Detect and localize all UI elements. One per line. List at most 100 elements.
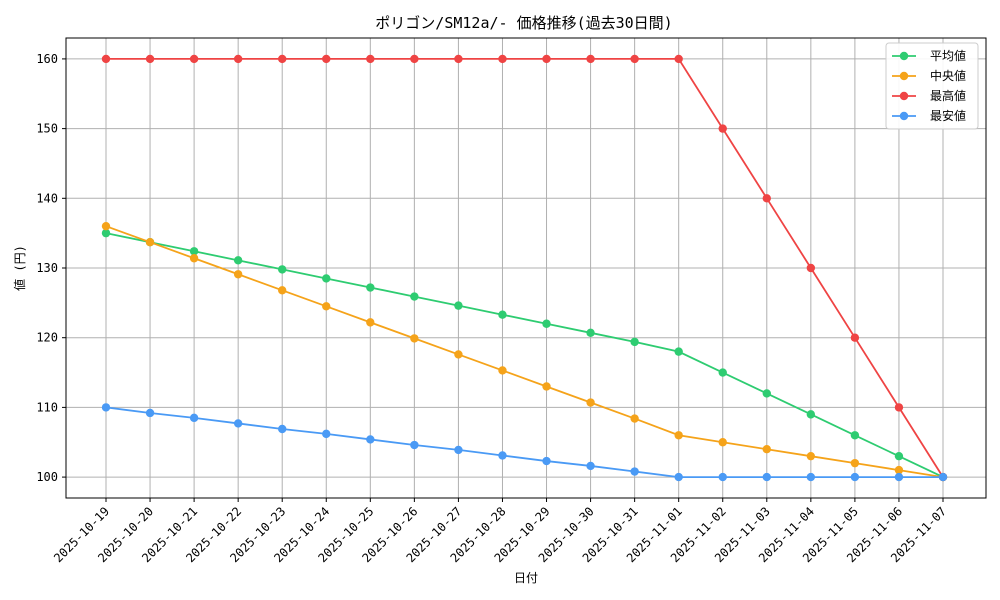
- data-point: [233, 419, 243, 428]
- series-line: [105, 232, 944, 478]
- data-point: [189, 254, 199, 263]
- y-tick-label: 120: [36, 331, 58, 345]
- data-point: [498, 54, 507, 64]
- data-point: [850, 333, 860, 342]
- legend-label: 平均値: [930, 48, 966, 63]
- data-point: [718, 124, 727, 133]
- data-point: [189, 247, 199, 256]
- y-axis: 100 110 120 130 140 150 160: [36, 52, 66, 484]
- data-point: [101, 54, 111, 64]
- legend-swatch-marker: [899, 71, 909, 81]
- y-tick-label: 140: [36, 191, 58, 205]
- data-point: [762, 389, 771, 398]
- series-1: [101, 221, 948, 482]
- data-point: [101, 221, 111, 231]
- data-point: [278, 54, 287, 64]
- chart-title: ポリゴン/SM12a/- 価格推移(過去30日間): [375, 14, 672, 32]
- series-line: [105, 406, 943, 478]
- data-point: [806, 263, 816, 273]
- data-point: [762, 194, 771, 203]
- data-point: [322, 274, 331, 283]
- data-point: [454, 54, 463, 64]
- legend-swatch-marker: [899, 111, 909, 121]
- series-group: [101, 54, 948, 482]
- data-point: [498, 366, 507, 375]
- data-point: [410, 292, 419, 301]
- data-point: [278, 286, 287, 295]
- data-point: [454, 301, 463, 310]
- data-point: [101, 403, 111, 412]
- series-line: [105, 225, 944, 478]
- legend-label: 最高値: [930, 88, 966, 103]
- data-point: [630, 54, 639, 64]
- data-point: [850, 458, 860, 468]
- data-point: [630, 467, 639, 476]
- data-point: [145, 54, 155, 64]
- data-point: [542, 382, 551, 391]
- data-point: [894, 472, 904, 482]
- data-point: [322, 302, 331, 311]
- data-point: [586, 328, 595, 338]
- legend-label: 最安値: [930, 108, 966, 123]
- series-2: [101, 54, 948, 482]
- series-3: [101, 403, 948, 482]
- legend-swatch-marker: [899, 51, 909, 61]
- data-point: [542, 456, 551, 466]
- data-point: [894, 451, 904, 461]
- y-tick-label: 100: [36, 470, 58, 484]
- data-point: [233, 256, 243, 265]
- data-point: [586, 398, 595, 407]
- y-tick-label: 150: [36, 122, 58, 136]
- legend-swatch-marker: [899, 91, 909, 101]
- data-point: [189, 54, 199, 64]
- data-point: [278, 265, 287, 274]
- data-point: [806, 410, 816, 419]
- y-tick-label: 160: [36, 52, 58, 66]
- data-point: [938, 472, 948, 482]
- data-point: [410, 440, 419, 450]
- data-point: [630, 414, 639, 423]
- data-point: [410, 54, 419, 64]
- data-point: [542, 54, 551, 64]
- data-point: [498, 451, 507, 460]
- data-point: [189, 413, 199, 423]
- data-point: [674, 54, 683, 64]
- data-point: [101, 228, 111, 238]
- data-point: [322, 429, 331, 439]
- data-point: [586, 461, 595, 471]
- data-point: [542, 319, 551, 328]
- data-point: [674, 431, 683, 440]
- data-point: [586, 54, 595, 64]
- data-point: [894, 403, 904, 412]
- y-axis-label: 値 (円): [12, 245, 27, 291]
- legend-frame: [885, 42, 979, 130]
- data-point: [850, 431, 860, 440]
- data-point: [762, 472, 771, 482]
- x-axis: 2025-10-192025-10-202025-10-212025-10-22…: [51, 498, 949, 565]
- data-point: [850, 472, 860, 482]
- data-point: [718, 472, 727, 482]
- data-point: [145, 408, 155, 418]
- data-point: [410, 334, 419, 343]
- grid: [66, 38, 986, 498]
- data-point: [674, 472, 683, 482]
- series-0: [101, 228, 948, 482]
- data-point: [674, 347, 683, 356]
- data-point: [806, 451, 816, 461]
- data-point: [278, 424, 287, 434]
- data-point: [366, 318, 375, 327]
- data-point: [762, 445, 771, 454]
- data-point: [145, 238, 155, 247]
- data-point: [498, 310, 507, 319]
- data-point: [806, 472, 816, 482]
- legend-label: 中央値: [930, 68, 966, 83]
- y-tick-label: 110: [36, 400, 58, 414]
- data-point: [233, 270, 243, 279]
- data-point: [322, 54, 331, 64]
- data-point: [454, 445, 463, 455]
- series-line: [106, 58, 944, 478]
- data-point: [366, 54, 375, 64]
- data-point: [630, 337, 639, 347]
